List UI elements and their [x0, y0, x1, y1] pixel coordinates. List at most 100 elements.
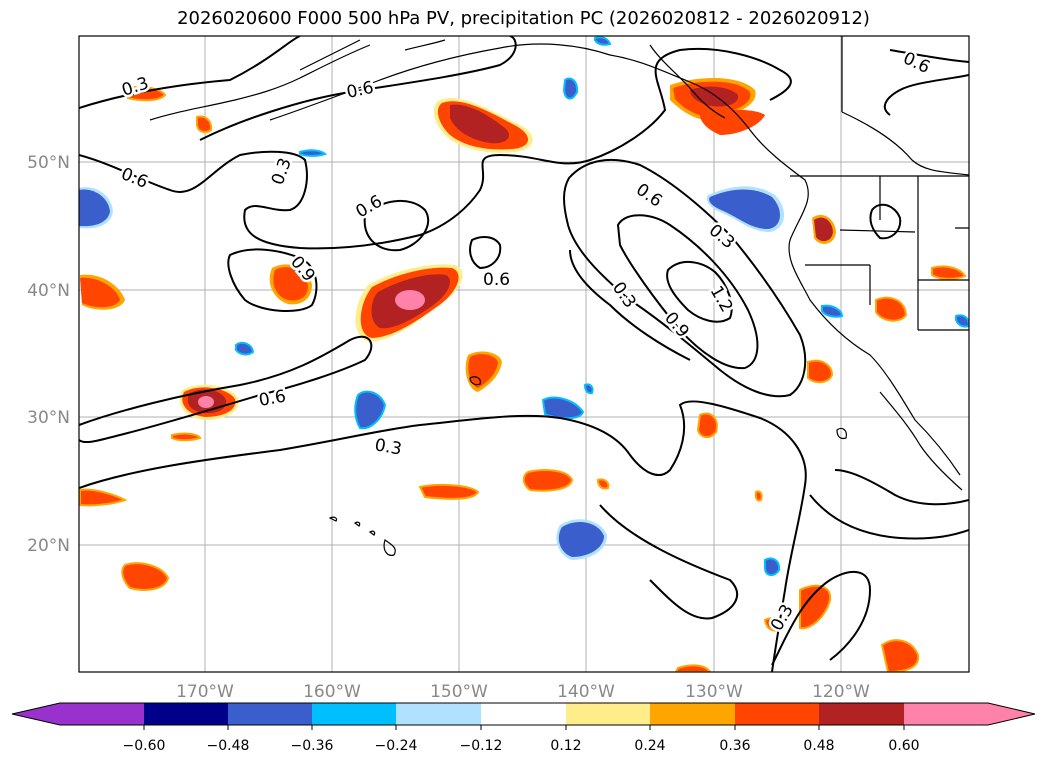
precip-positive: [79, 78, 967, 672]
pv-contour: [569, 249, 691, 361]
pv-contour: [227, 248, 318, 312]
precip-core: [198, 396, 214, 408]
precip-blob: [674, 664, 712, 672]
colorbar-segment: [650, 703, 735, 725]
colorbar: −0.60 −0.48 −0.36 −0.24 −0.12 0.12 0.24 …: [11, 702, 1036, 754]
colorbar-segment: [735, 703, 819, 725]
lat-tick-label: 40°N: [27, 281, 70, 301]
pv-contour: [79, 47, 792, 250]
lon-axis: 170°W 160°W 150°W 140°W 130°W 120°W: [176, 682, 870, 702]
lon-tick-label: 160°W: [303, 682, 361, 702]
colorbar-segment: [904, 703, 988, 725]
precip-blob: [764, 557, 781, 576]
lat-tick-label: 30°N: [27, 408, 70, 428]
colorbar-tick-label: −0.36: [291, 738, 334, 754]
precip-blob: [79, 189, 110, 227]
colorbar-segment: [60, 703, 144, 725]
pv-contour: [79, 400, 807, 672]
pv-contour: [79, 335, 373, 444]
pv-contour: [834, 469, 969, 506]
precip-blob: [875, 296, 908, 322]
lon-tick-label: 140°W: [557, 682, 615, 702]
pv-contour: [469, 236, 502, 270]
precip-blob: [354, 390, 387, 430]
baja-coast: [879, 391, 963, 491]
small-island: [469, 376, 481, 386]
us-state-borders: [790, 175, 969, 331]
colorbar-extend-high: [988, 703, 1035, 725]
colorbar-tick-label: 0.60: [888, 738, 919, 754]
pv-contour: [809, 494, 969, 540]
aleutian-chain: [149, 44, 371, 121]
colorbar-segment: [819, 703, 904, 725]
pv-contour: [363, 199, 430, 252]
precip-blob: [468, 354, 498, 388]
precip-blob: [418, 483, 480, 500]
colorbar-extend-low: [12, 703, 60, 725]
lat-tick-label: 20°N: [27, 536, 70, 556]
alaska-coast: [299, 39, 446, 71]
pv-contour: [199, 36, 517, 141]
canada-border: [841, 36, 969, 176]
pv-contour: [771, 570, 872, 666]
precip-blob: [273, 267, 308, 301]
precip-blob: [299, 149, 328, 157]
colorbar-ticks: [143, 725, 905, 730]
precip-blob: [583, 383, 594, 395]
precip-blob: [80, 277, 120, 308]
colorbar-segment: [566, 703, 650, 725]
precip-blob: [814, 217, 833, 242]
north-america-coast: [269, 43, 961, 476]
map-title: 2026020600 F000 500 hPa PV, precipitatio…: [177, 8, 870, 29]
lon-tick-label: 150°W: [430, 682, 488, 702]
lat-tick-label: 50°N: [27, 153, 70, 173]
contour-label: 0.6: [483, 270, 510, 290]
precip-blob: [594, 36, 612, 46]
small-island: [836, 427, 847, 440]
graticule: [79, 36, 969, 672]
precip-blob: [596, 478, 610, 490]
pv-contour: [599, 504, 738, 620]
precip-blob: [807, 359, 834, 384]
precip-blob: [709, 189, 780, 229]
colorbar-tick-label: 0.12: [550, 738, 581, 754]
pv-contour: [666, 261, 733, 323]
pv-contour: [883, 74, 969, 116]
contour-label: 0.3: [373, 435, 403, 459]
precip-blob: [121, 562, 170, 591]
precip-blob: [558, 521, 604, 557]
precip-blob: [821, 304, 844, 318]
colorbar-tick-label: −0.60: [123, 738, 166, 754]
pv-contour: [869, 203, 902, 240]
precip-blob: [235, 341, 255, 356]
map-frame: [78, 35, 970, 673]
colorbar-segment: [228, 703, 312, 725]
precip-blob: [522, 469, 574, 492]
pv-contours: [79, 36, 969, 672]
lat-axis: 50°N 40°N 30°N 20°N: [27, 153, 70, 556]
precip-blob: [562, 77, 579, 100]
precip-blob: [931, 265, 967, 280]
colorbar-segment: [144, 703, 228, 725]
precip-blob: [196, 115, 213, 134]
colorbar-tick-label: 0.36: [719, 738, 750, 754]
colorbar-outline: [11, 702, 1036, 726]
hawaiian-islands: [328, 516, 396, 556]
colorbar-tick-label: −0.48: [207, 738, 250, 754]
precip-blob: [700, 109, 765, 135]
coastlines: [149, 36, 969, 556]
pv-contour: [616, 214, 759, 370]
pv-contour: [889, 49, 969, 63]
lon-tick-label: 170°W: [176, 682, 234, 702]
colorbar-segment: [481, 703, 566, 725]
precip-blob: [79, 488, 128, 507]
pv-contour: [79, 36, 301, 109]
lon-tick-label: 120°W: [812, 682, 870, 702]
precip-blob: [450, 104, 510, 144]
pv-contour: [563, 158, 807, 398]
precip-negative: [79, 36, 969, 576]
precip-blob: [171, 432, 202, 442]
precip-core: [395, 290, 425, 310]
colorbar-tick-label: −0.24: [375, 738, 418, 754]
